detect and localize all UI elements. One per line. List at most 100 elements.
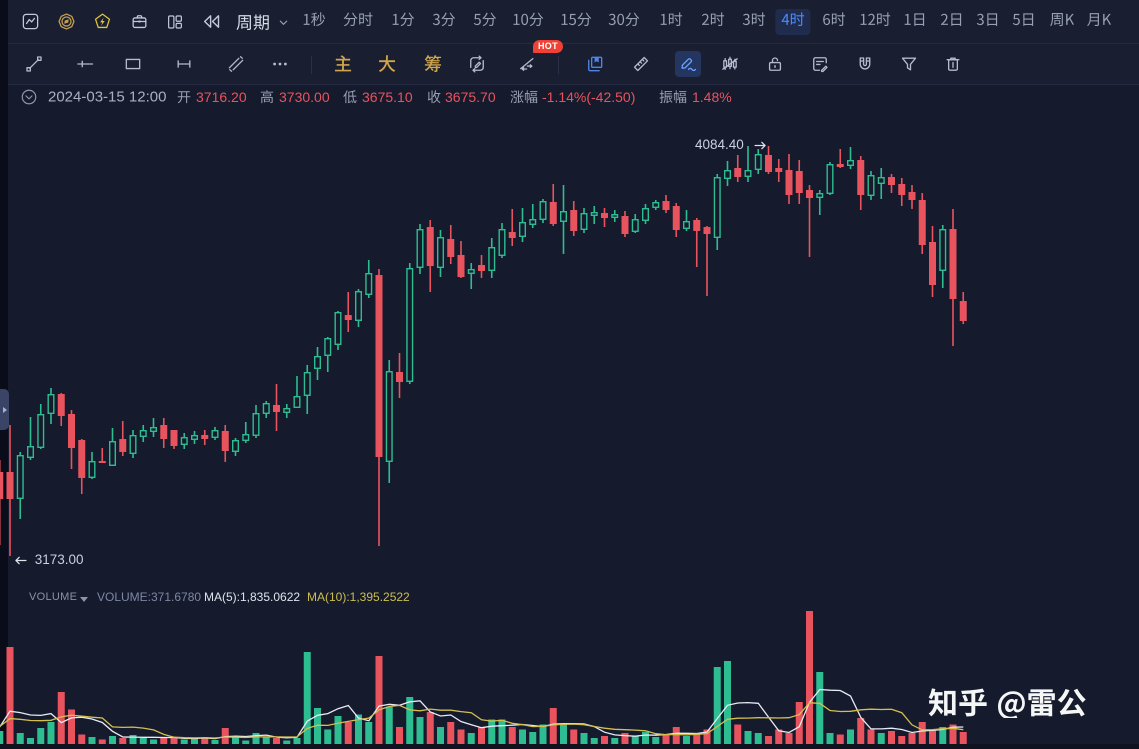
trash-icon[interactable] [943, 54, 963, 74]
volume-bar [406, 697, 414, 744]
candle [119, 420, 127, 456]
ruler-icon[interactable] [631, 54, 651, 74]
pentagon-bolt-icon[interactable] [93, 12, 112, 31]
volume-bar [857, 718, 865, 744]
period-tab-2时[interactable] [701, 11, 724, 32]
watermark [928, 688, 1087, 718]
volume-bar [847, 729, 854, 744]
rectangle-icon[interactable] [123, 54, 143, 74]
volume-bar [652, 737, 660, 744]
volume-bar [437, 727, 444, 744]
horizontal-ray-icon[interactable] [75, 54, 95, 74]
briefcase-icon[interactable] [130, 12, 149, 31]
volume-bar [37, 728, 45, 744]
ohlc-value-2: 3675.10 [362, 89, 413, 105]
replay-edit-icon[interactable] [467, 54, 487, 74]
period-tab-30分[interactable] [608, 12, 640, 32]
candle-datetime: 2024-03-15 12:00 [48, 88, 167, 106]
candle [683, 210, 691, 231]
volume-bar [498, 719, 506, 744]
candle [519, 207, 527, 242]
period-tab-1秒[interactable] [302, 11, 325, 32]
volume-bar [365, 722, 373, 744]
candle [314, 346, 322, 381]
period-tab-2日[interactable] [940, 12, 963, 32]
rewind-icon[interactable] [201, 11, 222, 32]
period-tab-周K[interactable] [1049, 12, 1074, 32]
compare-line-icon[interactable] [517, 54, 537, 74]
ohlc-label-5 [659, 90, 687, 104]
volume-bar [929, 729, 936, 744]
period-tab-15分[interactable] [560, 12, 592, 32]
candle [949, 208, 957, 347]
volume-bar [918, 722, 926, 744]
volume-bar [560, 724, 567, 744]
candle [703, 225, 711, 296]
volume-bar [314, 708, 321, 744]
volume-bar [447, 722, 455, 744]
candle [37, 403, 45, 449]
candle [149, 417, 157, 438]
caret-down-icon[interactable] [80, 597, 88, 602]
period-tab-1日[interactable] [903, 12, 926, 32]
candle [877, 167, 885, 199]
candle [385, 359, 393, 483]
parallel-channel-icon[interactable] [226, 54, 246, 74]
candle [57, 393, 65, 426]
layout-grid-icon[interactable] [166, 13, 184, 31]
period-tab-3时[interactable] [742, 11, 766, 32]
wave-pencil-icon[interactable] [675, 51, 701, 77]
lock-icon[interactable] [765, 54, 785, 74]
volume-bar [836, 734, 844, 744]
period-tab-1分[interactable] [391, 12, 415, 32]
compass-badge-icon[interactable] [57, 12, 76, 31]
collapse-chart-icon[interactable] [20, 88, 38, 106]
candle [221, 425, 229, 462]
tool-main-chart[interactable] [334, 55, 352, 73]
volume-bar [262, 737, 270, 744]
candle [478, 255, 485, 278]
magnet-icon[interactable] [855, 54, 875, 74]
volume-bar [416, 717, 424, 744]
candle [918, 193, 926, 255]
tool-chips[interactable] [424, 55, 442, 73]
candle [508, 208, 516, 247]
candle [211, 426, 219, 440]
period-tab-分时[interactable] [343, 11, 373, 32]
candle [888, 173, 895, 194]
note-edit-icon[interactable] [810, 54, 830, 74]
funnel-icon[interactable] [899, 54, 919, 74]
period-tab-10分[interactable] [512, 12, 544, 32]
volume-bar [908, 733, 916, 744]
tool-large[interactable] [378, 55, 396, 73]
period-tab-5日[interactable] [1012, 12, 1035, 32]
trend-line-icon[interactable] [24, 54, 44, 74]
candle [785, 154, 793, 204]
volume-bar [888, 731, 895, 744]
period-tab-12时[interactable] [859, 11, 891, 32]
candle [416, 224, 424, 274]
panel-expand-handle[interactable] [0, 389, 9, 430]
period-tab-1时[interactable] [659, 11, 683, 32]
chart-preview-icon[interactable] [21, 12, 40, 31]
period-tab-月K[interactable] [1086, 12, 1111, 32]
segment-icon[interactable] [174, 54, 194, 74]
candle [590, 206, 598, 225]
toolbar-periods [8, 0, 1139, 44]
copy-bookmark-icon[interactable] [585, 54, 605, 74]
period-tab-5分[interactable] [473, 12, 497, 32]
ohlc-label-2 [343, 90, 357, 104]
more-ellipsis-icon[interactable] [270, 54, 290, 74]
volume-bar [478, 727, 485, 744]
volume-bar [232, 737, 239, 744]
volume-pane-title[interactable]: VOLUME [29, 591, 78, 603]
period-menu[interactable] [236, 0, 289, 44]
candle [252, 404, 260, 439]
candles-strike-icon[interactable] [720, 54, 740, 74]
period-tab-4时[interactable] [774, 8, 811, 35]
period-tab-3日[interactable] [976, 12, 999, 32]
period-tab-6时[interactable] [822, 11, 846, 32]
volume-bar [795, 702, 803, 744]
period-tab-3分[interactable] [432, 12, 456, 32]
